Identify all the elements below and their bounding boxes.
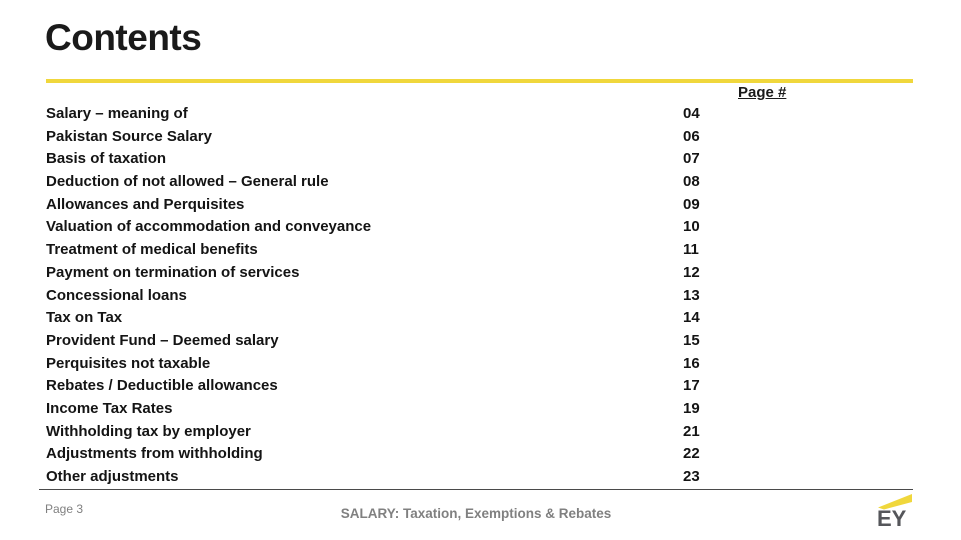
toc-item-page: 11 bbox=[683, 241, 699, 259]
toc-item-label: Deduction of not allowed – General rule bbox=[46, 173, 329, 191]
toc-row: Income Tax Rates 19 bbox=[46, 398, 746, 421]
toc-item-label: Rebates / Deductible allowances bbox=[46, 377, 278, 395]
toc-item-label: Other adjustments bbox=[46, 468, 179, 485]
toc-row: Withholding tax by employer 21 bbox=[46, 421, 746, 444]
toc-row: Perquisites not taxable 16 bbox=[46, 353, 746, 376]
toc-row: Rebates / Deductible allowances 17 bbox=[46, 375, 746, 398]
toc-row: Basis of taxation 07 bbox=[46, 148, 746, 171]
toc-item-page: 06 bbox=[683, 127, 700, 145]
ey-beam-icon bbox=[878, 494, 912, 510]
toc-row: Salary – meaning of 04 bbox=[46, 103, 746, 126]
toc-item-page: 10 bbox=[683, 218, 700, 236]
toc-item-label: Perquisites not taxable bbox=[46, 354, 211, 372]
toc-item-label: Pakistan Source Salary bbox=[46, 127, 212, 145]
toc-row: Provident Fund – Deemed salary 15 bbox=[46, 330, 746, 353]
toc-row: Valuation of accommodation and conveyanc… bbox=[46, 216, 746, 239]
toc-item-label: Salary – meaning of bbox=[46, 105, 188, 122]
toc-item-page: 16 bbox=[683, 354, 700, 372]
toc-item-label: Allowances and Perquisites bbox=[46, 195, 245, 213]
toc-item-page: 04 bbox=[683, 105, 700, 122]
toc-item-label: Valuation of accommodation and conveyanc… bbox=[46, 218, 372, 236]
title-accent-rule bbox=[46, 79, 913, 83]
toc-item-label: Income Tax Rates bbox=[46, 399, 173, 417]
toc-item-label: Tax on Tax bbox=[46, 309, 123, 327]
toc-item-page: 23 bbox=[683, 468, 700, 485]
toc-row: Allowances and Perquisites 09 bbox=[46, 194, 746, 217]
toc-row: Adjustments from withholding 22 bbox=[46, 443, 746, 466]
toc-row: Deduction of not allowed – General rule 0… bbox=[46, 171, 746, 194]
toc-bottom-divider bbox=[39, 489, 913, 490]
toc-item-page: 14 bbox=[683, 309, 700, 327]
toc-row: Payment on termination of services 12 bbox=[46, 262, 746, 285]
toc-item-label: Provident Fund – Deemed salary bbox=[46, 331, 279, 349]
toc-item-page: 07 bbox=[683, 150, 700, 168]
footer-page-number: Page 3 bbox=[45, 502, 84, 516]
toc-item-page: 19 bbox=[683, 399, 700, 417]
ey-logo: EY bbox=[876, 492, 916, 534]
toc-row: Pakistan Source Salary 06 bbox=[46, 126, 746, 149]
toc-list: Salary – meaning of 04 Pakistan Source Sal… bbox=[46, 103, 746, 489]
toc-item-page: 21 bbox=[683, 422, 700, 440]
toc-item-page: 09 bbox=[683, 195, 700, 213]
toc-item-page: 15 bbox=[683, 331, 700, 349]
toc-item-label: Adjustments from withholding bbox=[46, 445, 263, 463]
toc-item-page: 22 bbox=[683, 445, 700, 463]
toc-item-page: 12 bbox=[683, 263, 700, 281]
toc-item-label: Withholding tax by employer bbox=[46, 422, 251, 440]
toc-item-label: Concessional loans bbox=[46, 286, 187, 304]
page-number-column-header: Page # bbox=[738, 84, 787, 101]
toc-item-label: Basis of taxation bbox=[46, 150, 167, 168]
toc-row: Treatment of medical benefits 11 bbox=[46, 239, 746, 262]
page-title: Contents bbox=[45, 17, 202, 58]
ey-logo-text: EY bbox=[877, 506, 907, 531]
toc-row: Concessional loans 13 bbox=[46, 285, 746, 308]
toc-item-page: 13 bbox=[683, 286, 700, 304]
toc-item-label: Payment on termination of services bbox=[46, 263, 300, 281]
toc-item-page: 08 bbox=[683, 173, 700, 191]
toc-item-page: 17 bbox=[683, 377, 700, 395]
toc-row: Tax on Tax 14 bbox=[46, 307, 746, 330]
toc-row: Other adjustments 23 bbox=[46, 466, 746, 489]
toc-item-label: Treatment of medical benefits bbox=[46, 241, 258, 259]
footer-deck-title: SALARY: Taxation, Exemptions & Rebates bbox=[340, 506, 612, 521]
